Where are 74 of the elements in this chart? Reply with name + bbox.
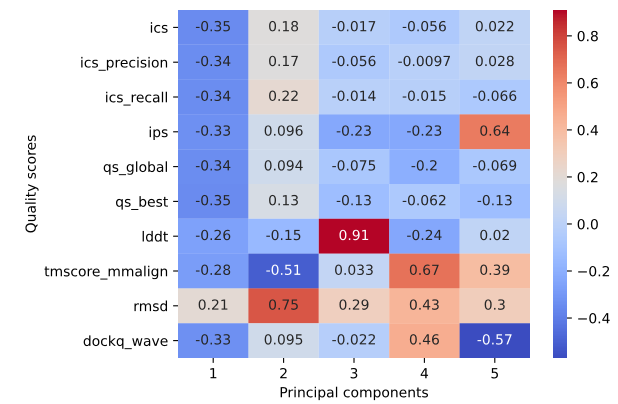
data-label: -0.15 — [266, 230, 300, 240]
y-tick-label: ics_precision — [81, 56, 168, 71]
x-tick-label: 1 — [210, 368, 216, 378]
data-label: 0.43 — [410, 299, 439, 310]
data-label: 0.91 — [339, 230, 368, 240]
data-label: -0.069 — [473, 160, 516, 171]
y-axis-title: Quality scores — [25, 135, 39, 233]
data-label: 0.095 — [264, 334, 302, 345]
data-label: 0.028 — [476, 56, 514, 66]
data-label: -0.34 — [196, 160, 230, 171]
data-label: 0.46 — [410, 334, 439, 345]
data-label: -0.0097 — [398, 56, 450, 66]
data-label: 0.094 — [264, 160, 303, 171]
color-bar-label: 0.8 — [578, 30, 598, 42]
data-label: -0.26 — [196, 230, 230, 240]
color-bar-label: −0.2 — [578, 266, 610, 276]
y-tick-label: lddt — [142, 230, 168, 242]
y-tick-label: rmsd — [134, 300, 168, 312]
data-label: -0.33 — [196, 125, 230, 136]
data-label: 0.67 — [410, 264, 439, 276]
data-label: 0.18 — [269, 20, 298, 32]
data-label: -0.33 — [196, 334, 230, 345]
y-tick-label: tmscore_mmalign — [44, 266, 168, 280]
data-label: -0.13 — [336, 194, 371, 206]
data-label: -0.34 — [196, 56, 230, 66]
data-label: -0.2 — [412, 160, 437, 171]
y-tick-label: ips — [150, 126, 168, 140]
data-label: 0.022 — [476, 20, 514, 32]
data-label: -0.35 — [196, 20, 230, 32]
data-label: -0.57 — [478, 334, 512, 345]
data-label: -0.24 — [407, 230, 442, 240]
color-bar-label: 0.2 — [578, 172, 598, 182]
data-label: 0.13 — [269, 194, 298, 206]
data-label: -0.062 — [402, 194, 446, 206]
x-tick-label: 3 — [350, 368, 358, 378]
data-label: -0.022 — [332, 334, 375, 345]
data-label: 0.033 — [335, 264, 373, 276]
y-tick-label: dockq_wave — [84, 335, 168, 350]
data-label: -0.34 — [196, 90, 230, 102]
data-label: -0.51 — [266, 264, 300, 276]
data-label: 0.29 — [339, 299, 368, 310]
data-label: 0.3 — [484, 299, 505, 310]
color-bar-label: 0.0 — [578, 218, 598, 230]
color-bar-label: 0.4 — [578, 124, 598, 136]
y-tick-label: qs_best — [116, 196, 168, 210]
y-tick-label: qs_global — [104, 161, 167, 176]
color-bar-label: 0.6 — [578, 78, 598, 88]
data-label: -0.35 — [196, 194, 230, 206]
data-label: -0.017 — [332, 20, 376, 32]
data-label: 0.39 — [480, 264, 510, 276]
data-label: -0.056 — [402, 20, 446, 32]
data-label: -0.066 — [473, 90, 516, 102]
y-tick-label: ics_recall — [106, 92, 167, 106]
data-label: 0.22 — [269, 90, 298, 102]
x-axis-title: Principal components — [280, 386, 428, 400]
data-label: 0.21 — [198, 299, 228, 310]
x-tick-label: 5 — [491, 368, 498, 378]
data-label: -0.23 — [336, 125, 371, 136]
data-label: -0.13 — [478, 194, 512, 206]
color-bar-label: −0.4 — [578, 312, 610, 324]
x-tick-label: 4 — [420, 368, 428, 378]
x-tick-label: 2 — [280, 368, 287, 378]
data-label: 0.64 — [480, 125, 510, 136]
data-label: 0.02 — [480, 230, 509, 240]
data-label: -0.056 — [332, 56, 376, 66]
data-label: 0.096 — [264, 125, 303, 136]
data-label: 0.17 — [269, 56, 298, 66]
data-label: -0.28 — [196, 264, 230, 276]
data-label: -0.015 — [402, 90, 446, 102]
data-label: -0.23 — [407, 125, 442, 136]
data-label: -0.075 — [332, 160, 376, 171]
data-label: -0.014 — [332, 90, 376, 102]
data-label: 0.75 — [269, 299, 298, 310]
y-tick-label: ics — [150, 22, 168, 33]
